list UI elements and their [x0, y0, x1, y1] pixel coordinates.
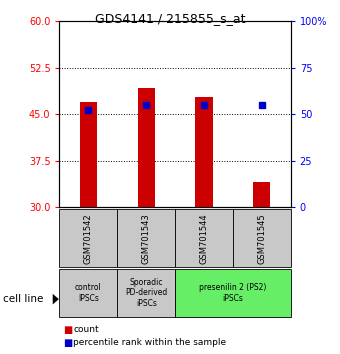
Text: Sporadic
PD-derived
iPSCs: Sporadic PD-derived iPSCs	[125, 278, 167, 308]
Bar	[175, 209, 233, 267]
Text: ■: ■	[63, 338, 72, 348]
Bar	[59, 209, 117, 267]
Bar	[195, 97, 212, 207]
Text: GSM701543: GSM701543	[142, 213, 151, 264]
Bar	[117, 269, 175, 317]
Bar	[233, 209, 291, 267]
Text: presenilin 2 (PS2)
iPSCs: presenilin 2 (PS2) iPSCs	[199, 283, 267, 303]
Bar	[80, 102, 97, 207]
Text: GSM701545: GSM701545	[257, 213, 266, 264]
Polygon shape	[53, 294, 59, 304]
Text: control
IPSCs: control IPSCs	[75, 283, 102, 303]
Text: GSM701544: GSM701544	[200, 213, 208, 264]
Text: count: count	[73, 325, 99, 335]
Text: GDS4141 / 215855_s_at: GDS4141 / 215855_s_at	[95, 12, 245, 25]
Bar	[175, 269, 291, 317]
Text: percentile rank within the sample: percentile rank within the sample	[73, 338, 226, 347]
Bar	[117, 209, 175, 267]
Text: GSM701542: GSM701542	[84, 213, 93, 264]
Bar	[137, 88, 155, 207]
Text: ■: ■	[63, 325, 72, 335]
Text: cell line: cell line	[3, 294, 44, 304]
Bar	[253, 182, 270, 207]
Bar	[59, 269, 117, 317]
